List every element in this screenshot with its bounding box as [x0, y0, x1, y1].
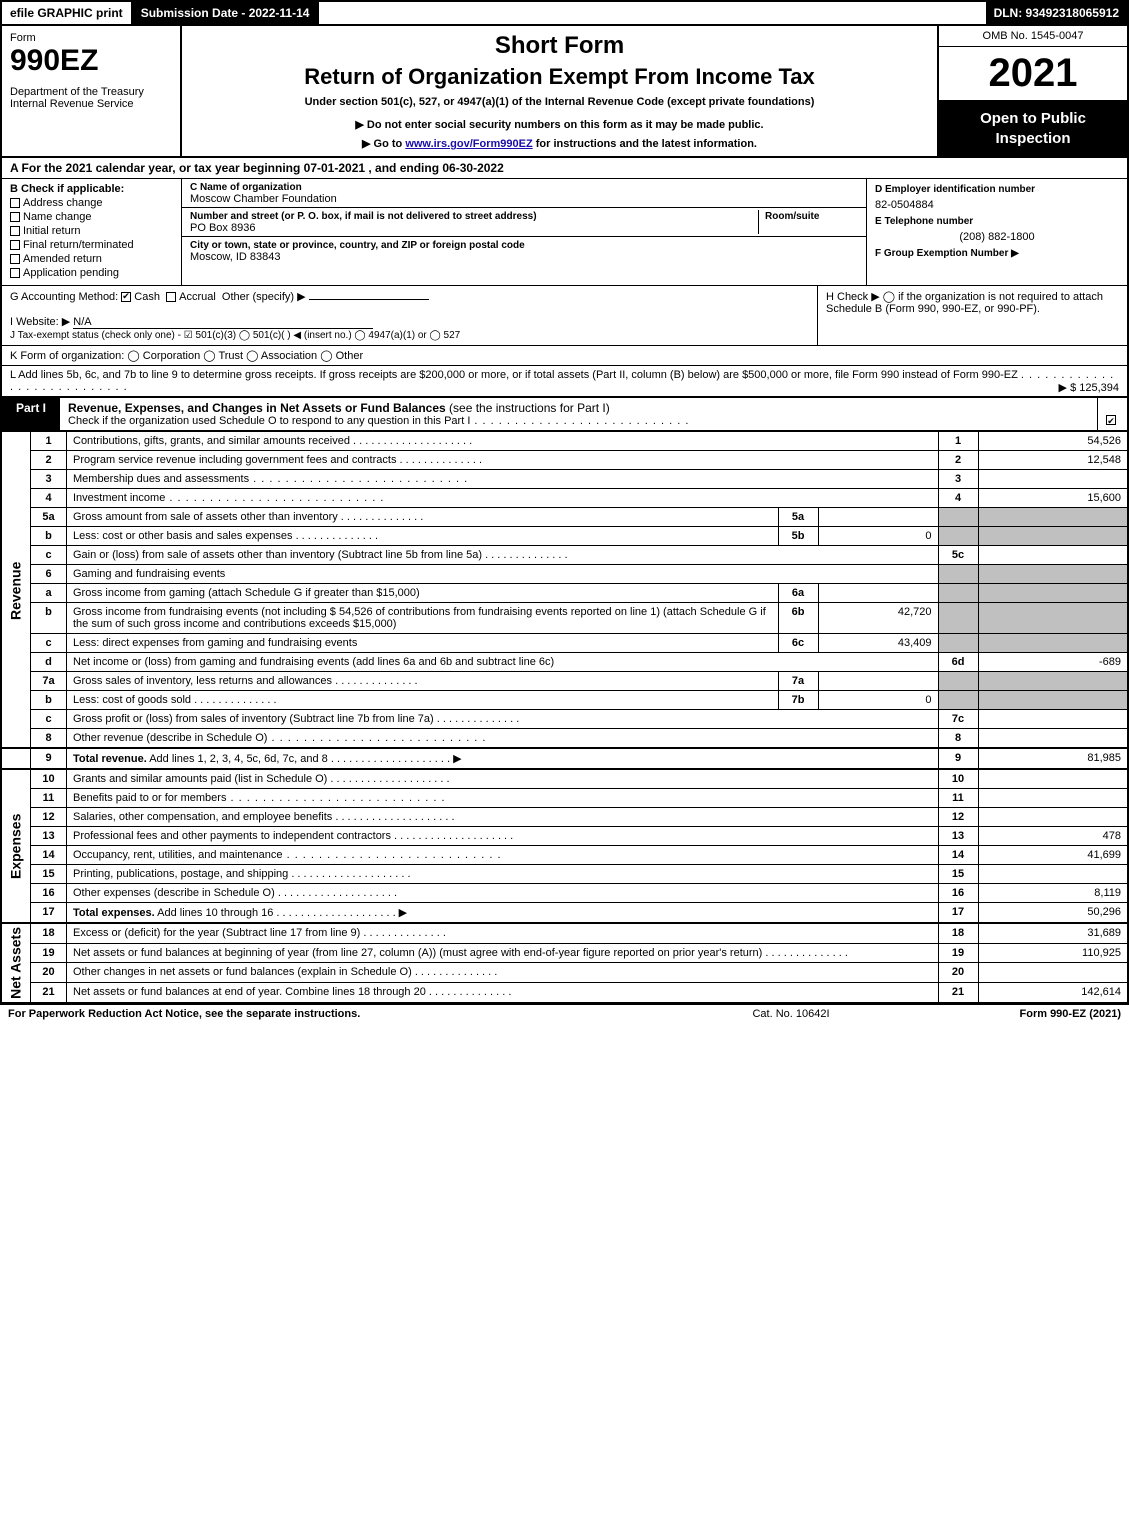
ein-value: 82-0504884: [875, 197, 1119, 213]
header-right: OMB No. 1545-0047 2021 Open to Public In…: [937, 26, 1127, 156]
line-gh: G Accounting Method: Cash Accrual Other …: [0, 286, 1129, 346]
line-1-value: 54,526: [978, 432, 1128, 451]
line-6c-value: 43,409: [818, 634, 938, 653]
header-center: Short Form Return of Organization Exempt…: [182, 26, 937, 156]
tel-label: E Telephone number: [875, 216, 973, 227]
line-j: J Tax-exempt status (check only one) - ☑…: [10, 330, 460, 341]
cat-number: Cat. No. 10642I: [661, 1008, 921, 1020]
org-city: Moscow, ID 83843: [190, 251, 281, 263]
line-9-value: 81,985: [978, 748, 1128, 769]
line-6d-value: -689: [978, 653, 1128, 672]
form-word: Form: [10, 32, 172, 44]
revenue-side-label: Revenue: [1, 432, 31, 748]
goto-post: for instructions and the latest informat…: [533, 138, 757, 150]
part-1-tab: Part I: [2, 398, 60, 430]
line-g: G Accounting Method: Cash Accrual Other …: [2, 286, 817, 345]
header-left: Form 990EZ Department of the Treasury In…: [2, 26, 182, 156]
topbar-spacer: [319, 2, 985, 24]
other-method-input[interactable]: [309, 299, 429, 300]
group-exemption-label: F Group Exemption Number ▶: [875, 248, 1019, 259]
chk-application-pending[interactable]: Application pending: [10, 267, 173, 279]
dln-label: DLN: 93492318065912: [986, 2, 1127, 24]
chk-initial-return[interactable]: Initial return: [10, 225, 173, 237]
line-14-value: 41,699: [978, 846, 1128, 865]
chk-name-change[interactable]: Name change: [10, 211, 173, 223]
ssn-warning: ▶ Do not enter social security numbers o…: [192, 118, 927, 131]
line-13-value: 478: [978, 827, 1128, 846]
goto-pre: ▶ Go to: [362, 138, 405, 150]
chk-final-return[interactable]: Final return/terminated: [10, 239, 173, 251]
line-19-value: 110,925: [978, 943, 1128, 963]
expenses-side-label: Expenses: [1, 769, 31, 923]
line-16-value: 8,119: [978, 884, 1128, 903]
line-a: A For the 2021 calendar year, or tax yea…: [0, 158, 1129, 179]
form-number: 990EZ: [10, 44, 172, 78]
line-5b-value: 0: [818, 527, 938, 546]
top-bar: efile GRAPHIC print Submission Date - 20…: [0, 0, 1129, 26]
short-form-title: Short Form: [192, 32, 927, 60]
tax-year: 2021: [939, 47, 1127, 101]
goto-text: ▶ Go to www.irs.gov/Form990EZ for instru…: [192, 137, 927, 150]
tel-value: (208) 882-1800: [875, 229, 1119, 245]
org-address: PO Box 8936: [190, 222, 255, 234]
line-k: K Form of organization: ◯ Corporation ◯ …: [0, 346, 1129, 366]
under-section-text: Under section 501(c), 527, or 4947(a)(1)…: [192, 96, 927, 108]
chk-cash[interactable]: [121, 292, 131, 302]
line-h: H Check ▶ ◯ if the organization is not r…: [817, 286, 1127, 345]
line-4-value: 15,600: [978, 489, 1128, 508]
line-l: L Add lines 5b, 6c, and 7b to line 9 to …: [0, 366, 1129, 396]
return-title: Return of Organization Exempt From Incom…: [192, 64, 927, 90]
ein-label: D Employer identification number: [875, 184, 1035, 195]
form-header: Form 990EZ Department of the Treasury In…: [0, 26, 1129, 158]
website-value: N/A: [73, 316, 373, 329]
chk-accrual[interactable]: [166, 292, 176, 302]
form-ref: Form 990-EZ (2021): [921, 1008, 1121, 1020]
line-17-value: 50,296: [978, 903, 1128, 924]
omb-number: OMB No. 1545-0047: [939, 26, 1127, 47]
open-to-public-badge: Open to Public Inspection: [939, 101, 1127, 156]
line-l-amount: ▶ $ 125,394: [1059, 381, 1119, 394]
org-name-label: C Name of organization: [190, 182, 302, 193]
box-c: C Name of organization Moscow Chamber Fo…: [182, 179, 867, 285]
line-i-label: I Website: ▶: [10, 316, 70, 328]
city-label: City or town, state or province, country…: [190, 240, 525, 251]
chk-address-change[interactable]: Address change: [10, 197, 173, 209]
netassets-side-label: Net Assets: [1, 923, 31, 1003]
part-1-checkbox[interactable]: [1097, 398, 1127, 430]
org-name: Moscow Chamber Foundation: [190, 193, 337, 205]
efile-print-button[interactable]: efile GRAPHIC print: [2, 2, 133, 24]
row-num: 1: [31, 432, 67, 451]
part-1-header: Part I Revenue, Expenses, and Changes in…: [0, 396, 1129, 432]
chk-amended-return[interactable]: Amended return: [10, 253, 173, 265]
identification-block: B Check if applicable: Address change Na…: [0, 179, 1129, 286]
line-7b-value: 0: [818, 691, 938, 710]
page-footer: For Paperwork Reduction Act Notice, see …: [0, 1004, 1129, 1023]
line-6b-value: 42,720: [818, 603, 938, 634]
line-g-label: G Accounting Method:: [10, 291, 118, 303]
box-b-label: B Check if applicable:: [10, 183, 173, 195]
addr-label: Number and street (or P. O. box, if mail…: [190, 211, 537, 222]
irs-link[interactable]: www.irs.gov/Form990EZ: [405, 138, 532, 150]
part-1-table: Revenue 1 Contributions, gifts, grants, …: [0, 432, 1129, 1004]
part-1-title: Revenue, Expenses, and Changes in Net As…: [60, 398, 1097, 430]
line-2-value: 12,548: [978, 451, 1128, 470]
line-18-value: 31,689: [978, 923, 1128, 943]
line-21-value: 142,614: [978, 983, 1128, 1003]
box-def: D Employer identification number 82-0504…: [867, 179, 1127, 285]
line-l-text: L Add lines 5b, 6c, and 7b to line 9 to …: [10, 369, 1018, 381]
room-label: Room/suite: [765, 211, 819, 222]
department-label: Department of the Treasury Internal Reve…: [10, 86, 172, 110]
box-b: B Check if applicable: Address change Na…: [2, 179, 182, 285]
submission-date-label: Submission Date - 2022-11-14: [133, 2, 320, 24]
pra-notice: For Paperwork Reduction Act Notice, see …: [8, 1008, 661, 1020]
